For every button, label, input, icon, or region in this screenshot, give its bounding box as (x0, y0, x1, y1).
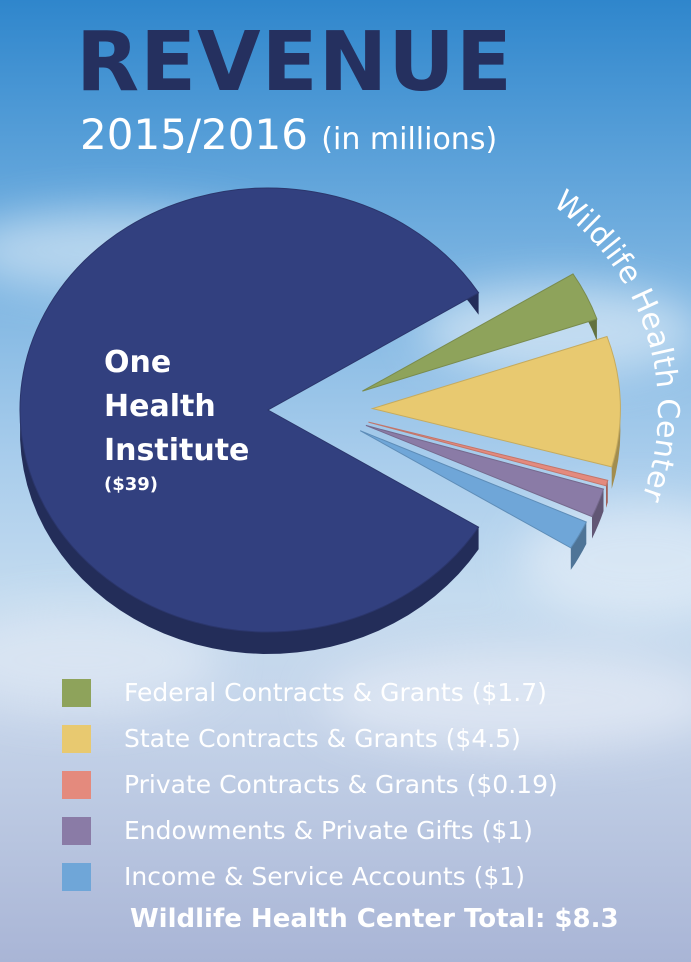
legend-swatch (62, 679, 91, 707)
fiscal-years: 2015/2016 (80, 110, 308, 159)
pie-slice-2 (370, 335, 621, 489)
pie-slice-4 (365, 424, 605, 539)
pie-slice-4-side (592, 489, 604, 539)
pie-slice-1 (362, 273, 598, 392)
legend-label: Endowments & Private Gifts ($1) (124, 816, 533, 845)
legend-item: State Contracts & Grants ($4.5) (62, 722, 662, 768)
pie-slice-4-top (365, 424, 605, 518)
page-subtitle: 2015/2016 (in millions) (80, 114, 497, 156)
legend-swatch (62, 817, 91, 845)
legend-item: Private Contracts & Grants ($0.19) (62, 768, 662, 814)
chart-legend: Federal Contracts & Grants ($1.7) State C… (62, 676, 662, 906)
pie-slice-5-side (570, 522, 587, 570)
legend-item: Federal Contracts & Grants ($1.7) (62, 676, 662, 722)
legend-item: Endowments & Private Gifts ($1) (62, 814, 662, 860)
pie-slice-3 (368, 421, 609, 508)
pie-slice-2-top (370, 335, 621, 468)
pie-slice-3-top (368, 421, 609, 487)
page-title: REVENUE (76, 15, 513, 110)
main-slice-label-line-2: Health (104, 389, 216, 424)
legend-swatch (62, 771, 91, 799)
legend-label: Private Contracts & Grants ($0.19) (124, 770, 558, 799)
legend-label: State Contracts & Grants ($4.5) (124, 724, 521, 753)
legend-swatch (62, 863, 91, 891)
main-slice-label-line-1: One (104, 345, 171, 380)
pie-slice-1-top (362, 273, 598, 392)
legend-label: Federal Contracts & Grants ($1.7) (124, 678, 547, 707)
main-slice-value-label: ($39) (104, 474, 158, 495)
legend-swatch (62, 725, 91, 753)
pie-slice-3-side (606, 480, 608, 508)
unit-note: (in millions) (321, 122, 498, 157)
main-slice-label-line-3: Institute (104, 433, 249, 468)
legend-item: Income & Service Accounts ($1) (62, 860, 662, 906)
pie-slice-one-health-institute-top (19, 187, 480, 633)
pie-slice-one-health-institute (19, 187, 480, 654)
group-total-label: Wildlife Health Center Total: $8.3 (130, 904, 619, 934)
pie-slice-5 (359, 430, 587, 570)
pie-slice-5-top (359, 430, 587, 549)
legend-label: Income & Service Accounts ($1) (124, 862, 525, 891)
